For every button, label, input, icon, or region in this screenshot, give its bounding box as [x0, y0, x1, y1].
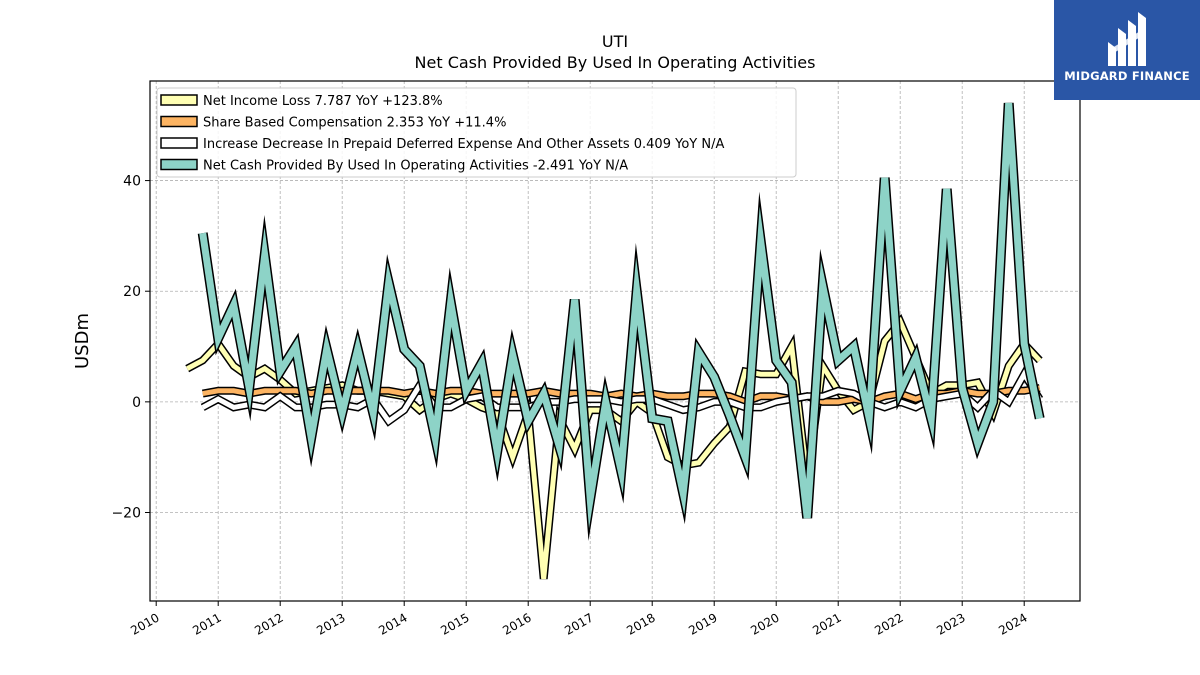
chart-subtitle: Net Cash Provided By Used In Operating A…	[415, 53, 816, 72]
brand-logo: MIDGARD FINANCE	[1054, 0, 1200, 100]
series-line-4	[197, 102, 1045, 542]
x-tick-label: 2023	[934, 610, 967, 637]
x-tick-label: 2019	[686, 610, 719, 637]
x-tick-label: 2014	[376, 610, 409, 637]
x-tick-label: 2022	[872, 610, 905, 637]
legend-swatch	[160, 94, 198, 106]
plot-frame	[149, 80, 1081, 602]
x-tick-label: 2010	[128, 610, 161, 637]
legend-box	[156, 87, 797, 178]
legend-entry: Net Income Loss 7.787 YoY +123.8%	[203, 94, 443, 109]
y-tick-label: 0	[132, 395, 141, 411]
x-tick-label: 2016	[500, 610, 533, 637]
brand-logo-mark-icon	[1108, 12, 1146, 66]
x-tick-label: 2015	[438, 610, 471, 637]
x-tick-label: 2017	[562, 610, 595, 637]
x-tick-label: 2024	[996, 610, 1029, 637]
y-tick-label: 20	[123, 284, 141, 300]
x-axis: 2010 2011 2012 2013 2014 2015 2016 2017 2018 2019…	[128, 601, 1030, 638]
plot-area	[185, 102, 1045, 580]
x-tick-label: 2011	[190, 610, 223, 637]
x-tick-label: 2020	[748, 610, 781, 637]
chart-title: UTI	[602, 32, 628, 51]
legend-swatch	[160, 137, 198, 149]
legend-entry: Increase Decrease In Prepaid Deferred Ex…	[203, 137, 724, 152]
x-tick-label: 2021	[810, 610, 843, 637]
y-axis-label: USDm	[72, 313, 93, 369]
x-tick-label: 2018	[624, 610, 657, 637]
legend-swatch	[160, 115, 198, 128]
legend: Net Income Loss 7.787 YoY +123.8% Share B…	[156, 87, 797, 178]
y-tick-label: −20	[111, 505, 141, 521]
brand-name: MIDGARD FINANCE	[1064, 69, 1190, 83]
x-tick-label: 2013	[314, 610, 347, 637]
y-axis: −20 0 20 40	[111, 174, 150, 521]
legend-entry: Share Based Compensation 2.353 YoY +11.4…	[203, 116, 506, 131]
legend-entry: Net Cash Provided By Used In Operating A…	[203, 159, 628, 174]
x-tick-label: 2012	[252, 610, 285, 637]
y-tick-label: 40	[123, 174, 141, 190]
legend-swatch	[160, 158, 198, 171]
